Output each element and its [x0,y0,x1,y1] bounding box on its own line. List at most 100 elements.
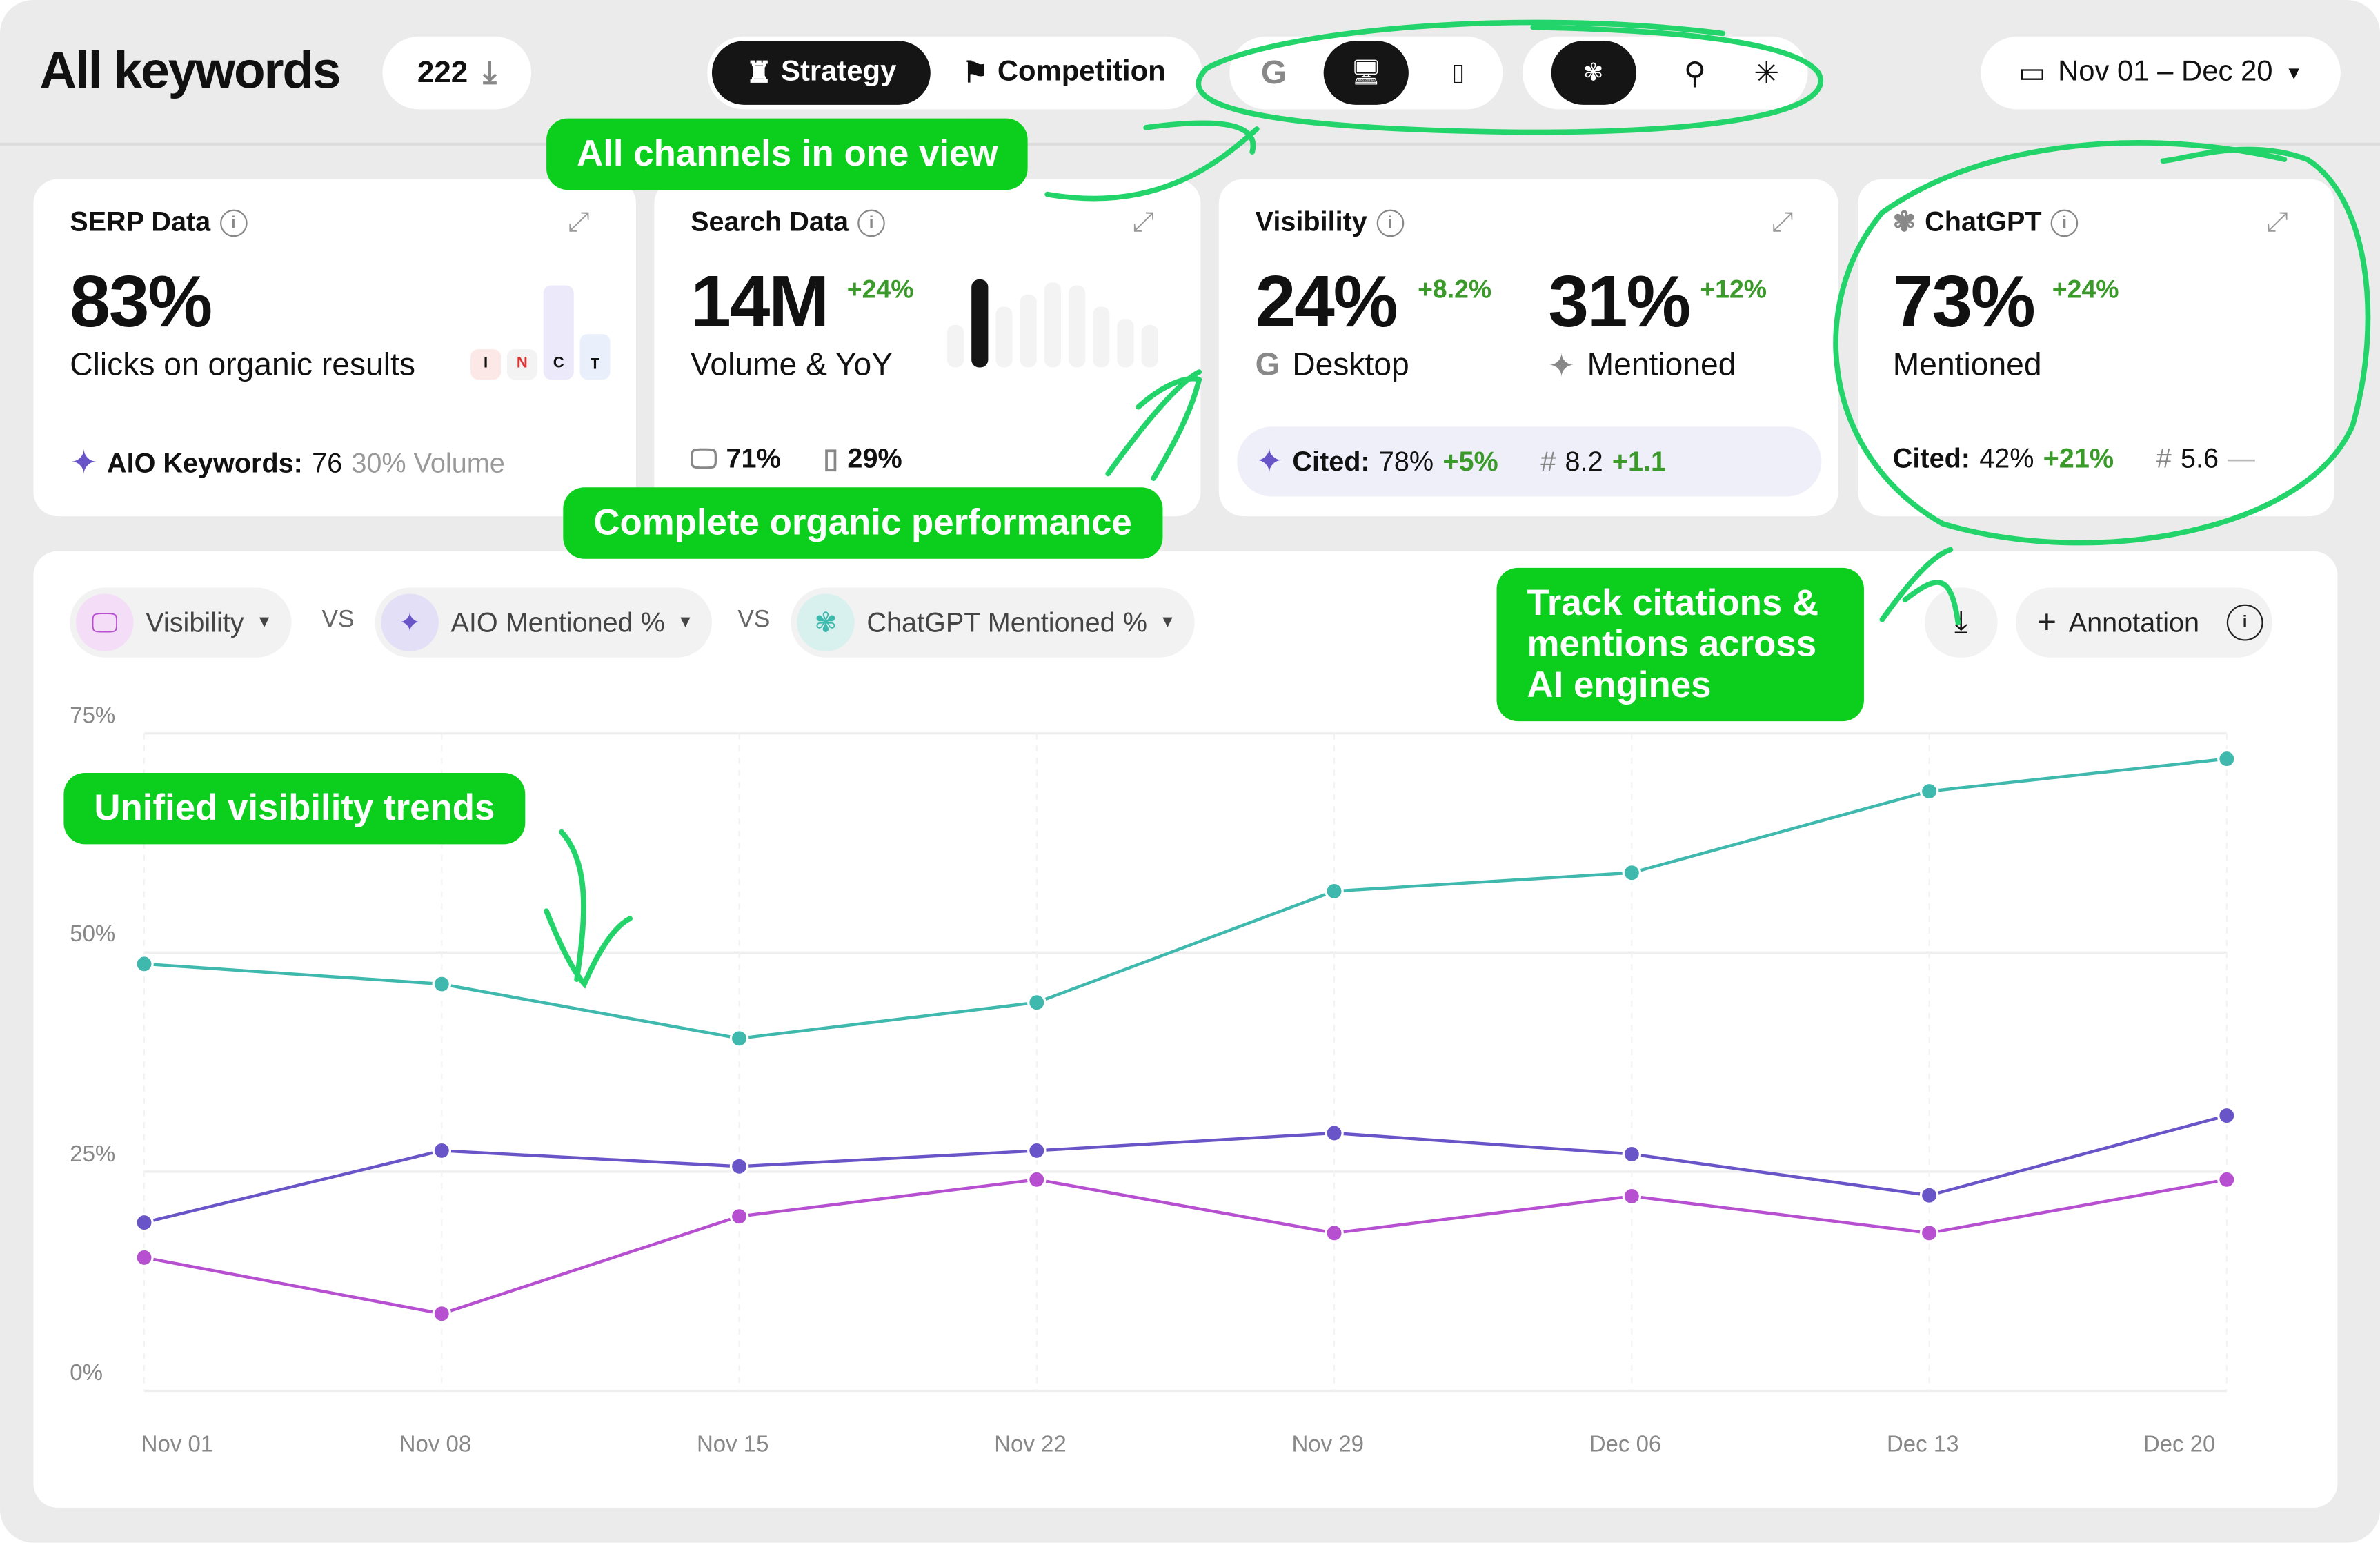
x-tick-label: Nov 15 [696,1431,769,1458]
data-point[interactable] [729,1206,749,1226]
series-line-1 [143,1114,2228,1224]
data-point[interactable] [135,1248,154,1268]
metric-selector-aio[interactable]: ✦ AIO Mentioned % ▼ [375,587,712,658]
intent-commercial: C [543,285,574,380]
visibility-card-title: Visibility i [1256,206,1404,238]
x-tick-label: Nov 29 [1291,1431,1365,1458]
aio-keywords: ✦ AIO Keywords: 76 30% Volume [70,443,505,482]
data-point[interactable] [2217,1170,2237,1190]
search-card-title: Search Data i [691,206,885,238]
keyword-count-export[interactable]: 222 ⤓ [382,36,532,110]
data-point[interactable] [1325,1223,1344,1243]
data-point[interactable] [1622,1144,1642,1164]
x-tick-label: Dec 06 [1589,1431,1662,1458]
expand-icon[interactable]: ⤢ [1771,206,1794,237]
add-annotation-button[interactable]: + Annotation i [2015,587,2272,658]
data-point[interactable] [1325,1123,1344,1143]
data-point[interactable] [432,1141,452,1161]
data-point[interactable] [1919,1186,1939,1205]
data-point[interactable] [1622,1186,1642,1206]
desktop-icon: 🖵 [691,443,717,474]
page-title: All keywords [39,42,341,101]
series-line-2 [143,1178,2228,1315]
visibility-mentioned-delta: +12% [1700,275,1767,304]
data-point[interactable] [729,1157,749,1177]
x-tick-label: Dec 13 [1886,1431,1959,1458]
serp-data-card [33,179,636,517]
caret-down-icon: ▼ [1159,613,1176,632]
search-yoy-delta: +24% [846,275,914,304]
intent-transactional: T [579,334,611,380]
metric-selector-chatgpt[interactable]: ✾ ChatGPT Mentioned % ▼ [791,587,1194,658]
visibility-desktop-value: 24% [1255,262,1398,344]
visibility-mentioned-label: ✦ Mentioned [1548,348,1736,386]
x-tick-label: Dec 20 [2143,1431,2216,1458]
visibility-desktop-label: G Desktop [1256,348,1409,384]
info-icon[interactable]: i [2226,604,2263,641]
data-point[interactable] [2217,1105,2237,1126]
sparkle-icon: ✦ [1255,442,1284,480]
date-range-picker[interactable]: ▭ Nov 01 – Dec 20 ▼ [1981,36,2341,110]
caret-down-icon: ▼ [2285,62,2303,84]
info-icon[interactable]: i [219,208,248,237]
chess-icon: ♜ [746,57,772,89]
data-point[interactable] [432,1304,452,1324]
device-split: 🖵 71% ▯ 29% [691,443,902,475]
data-point[interactable] [1027,1141,1047,1161]
data-point[interactable] [1919,781,1939,801]
tab-strategy[interactable]: ♜ Strategy [711,41,931,105]
intent-navigational: N [506,349,537,380]
sparkle-icon: ✦ [381,593,439,651]
vs-label: VS [737,607,771,633]
sparkle-icon: ✦ [70,443,98,482]
data-point[interactable] [1325,881,1344,901]
data-point[interactable] [135,1212,154,1232]
y-tick-label: 50% [70,922,116,948]
data-point[interactable] [1919,1223,1939,1243]
keyword-count: 222 [417,55,468,89]
info-icon[interactable]: i [1376,208,1404,237]
aio-cited-row: ✦ Cited: 78% +5% #8.2 +1.1 [1237,426,1822,497]
google-icon: G [1255,347,1280,383]
plus-icon: + [2036,602,2057,641]
x-tick-label: Nov 01 [141,1431,214,1458]
info-icon[interactable]: i [857,208,885,237]
callout-organic-performance: Complete organic performance [563,487,1162,559]
x-tick-label: Nov 22 [994,1431,1067,1458]
search-volume: 14M [691,262,829,344]
desktop-icon: 🖵 [76,593,134,651]
calendar-icon: ▭ [2018,57,2046,89]
caret-down-icon: ▼ [256,613,273,632]
callout-visibility-trends: Unified visibility trends [63,772,526,845]
search-label: Volume & YoY [691,347,893,383]
expand-icon[interactable]: ⤢ [567,206,590,237]
data-point[interactable] [1622,863,1642,883]
callout-citations: Track citations & mentions across AI eng… [1496,567,1864,722]
data-point[interactable] [1027,1170,1047,1190]
vs-label: VS [321,607,355,633]
metric-selector-visibility[interactable]: 🖵 Visibility ▼ [70,587,291,658]
y-tick-label: 0% [70,1360,103,1386]
x-tick-label: Nov 08 [399,1431,472,1458]
callout-all-channels: All channels in one view [546,118,1029,190]
data-point[interactable] [729,1029,749,1048]
data-point[interactable] [1027,992,1047,1012]
flag-icon: ⚑ [962,57,989,89]
series-line-0 [143,757,2228,1041]
intent-informational: I [470,349,502,380]
data-point[interactable] [432,974,452,994]
y-tick-label: 75% [70,702,116,729]
expand-icon[interactable]: ⤢ [1132,206,1155,237]
volume-sparkbars [946,279,1158,368]
data-point[interactable] [2217,749,2237,769]
tab-competition[interactable]: ⚑ Competition [931,55,1198,90]
data-point[interactable] [135,954,154,974]
download-icon: ⤓ [483,55,497,89]
mobile-icon: ▯ [823,443,839,474]
y-tick-label: 25% [70,1141,116,1168]
chart-panel [33,551,2338,1508]
chatgpt-icon: ✾ [797,593,855,651]
view-tabs: ♜ Strategy ⚑ Competition [707,36,1202,110]
